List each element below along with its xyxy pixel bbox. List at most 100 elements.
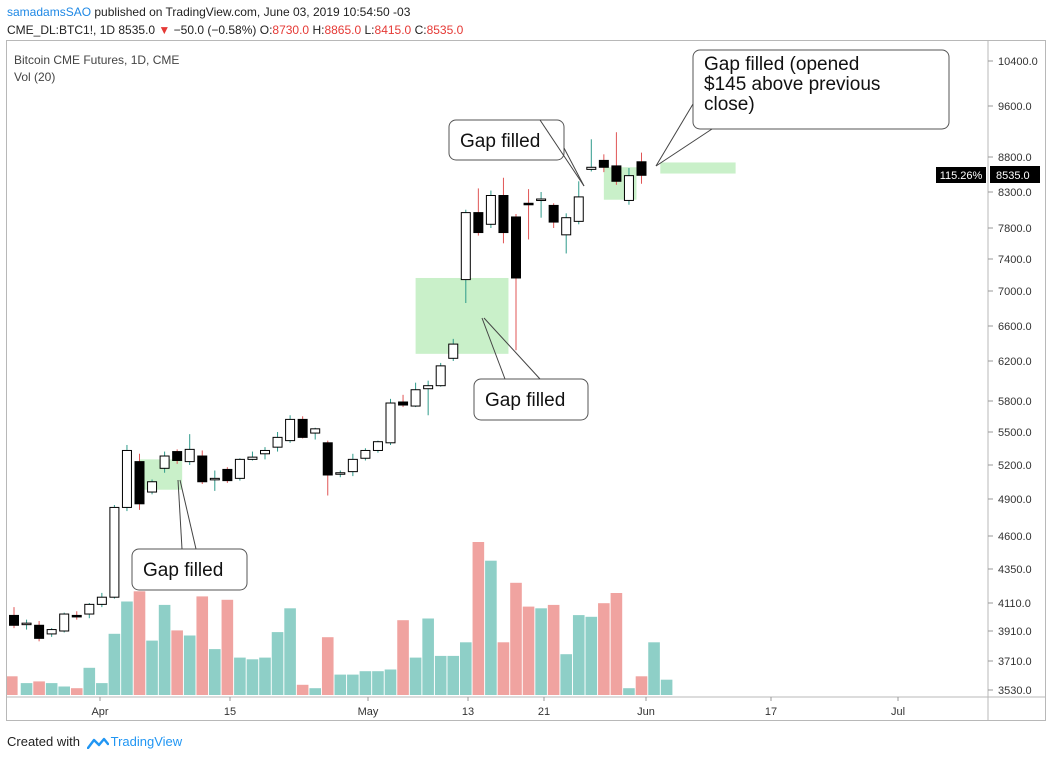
y-tick-label: 8800.0 (998, 152, 1032, 164)
y-tick-label: 5500.0 (998, 427, 1032, 439)
volume-bar (384, 669, 397, 695)
y-tick-label: 9600.0 (998, 101, 1032, 113)
y-tick-label: 3710.0 (998, 656, 1032, 668)
y-tick-label: 10400.0 (998, 56, 1038, 68)
candle-body (71, 614, 82, 618)
high-label: H: (312, 23, 325, 37)
candle-body (385, 402, 396, 444)
callout-box (473, 378, 589, 421)
candle-body (21, 622, 32, 626)
last-price: 8535.0 (118, 23, 156, 37)
close-label: C: (414, 23, 427, 37)
candle-body (197, 455, 208, 483)
footer: Created with TradingView (7, 734, 182, 749)
volume-bar (660, 679, 673, 695)
y-tick-label: 7000.0 (998, 286, 1032, 298)
candle-body (398, 401, 409, 406)
candle-body (598, 159, 609, 168)
author-link[interactable]: samadamsSAO (7, 5, 92, 19)
candle-body (222, 468, 233, 482)
volume-bar (158, 604, 171, 695)
volume-bar (20, 683, 33, 695)
x-tick-label: 15 (224, 706, 236, 718)
volume-bar (334, 674, 347, 695)
volume-bar (560, 654, 572, 695)
percent-tag-label: 115.26% (940, 170, 983, 182)
y-tick-label: 8300.0 (998, 187, 1032, 199)
volume-bar (409, 657, 422, 695)
volume-bar (485, 560, 497, 695)
change-value: −50.0 (−0.58%) (173, 23, 257, 37)
candle-body (172, 451, 183, 461)
callout-text: Gap filled (460, 131, 540, 152)
volume-bar (108, 633, 121, 695)
x-tick-label: 21 (538, 706, 550, 718)
candle-body (460, 212, 471, 281)
candle-body (498, 195, 509, 234)
callout-pointer (483, 317, 541, 380)
volume-bar (321, 637, 334, 695)
percent-tag-bg (936, 167, 986, 183)
volume-bar (522, 606, 535, 695)
tradingview-logo-icon (86, 737, 109, 749)
chart-frame[interactable] (6, 40, 1046, 721)
candle-body (347, 458, 358, 473)
candle-body (448, 343, 459, 359)
callout-text: Gap filled (143, 560, 223, 581)
candle-body (410, 389, 421, 407)
candle-body (260, 449, 270, 455)
volume-bar (246, 659, 259, 695)
volume-bar (45, 683, 58, 695)
volume-bar (83, 667, 96, 695)
callout-text: Gap filled (opened (704, 54, 859, 75)
callout-text: close) (704, 94, 755, 115)
volume-bar (146, 640, 158, 695)
volume-bar (58, 686, 70, 695)
ohlc-line: CME_DL:BTC1!, 1D 8535.0 ▼ −50.0 (−0.58%)… (7, 23, 463, 37)
y-tick-label: 7400.0 (998, 254, 1032, 266)
y-tick-label: 4110.0 (998, 598, 1031, 610)
candle-body (523, 202, 534, 206)
candle-body (586, 166, 597, 170)
volume-bar (296, 684, 309, 695)
volume-bar (447, 655, 460, 695)
candle-body (247, 456, 258, 460)
callout-text: $145 above previous (704, 74, 880, 95)
volume-bar (196, 596, 209, 695)
open-label: O: (259, 23, 273, 37)
candle-body (322, 442, 333, 476)
candle-body (536, 198, 547, 202)
y-tick-label: 5200.0 (998, 460, 1032, 472)
volume-bar (121, 601, 133, 695)
created-with-text: Created with (7, 734, 80, 749)
gap-zones (139, 162, 736, 490)
volume-bar (133, 591, 146, 695)
tradingview-brand[interactable]: TradingView (110, 734, 183, 749)
volume-indicator-label: Vol (20) (14, 70, 55, 84)
high-value: 8865.0 (324, 23, 362, 37)
volume-bar (284, 608, 296, 695)
volume-bar (259, 657, 271, 695)
volume-bar (472, 542, 485, 695)
symbol-label: CME_DL:BTC1!, 1D (7, 23, 116, 37)
x-tick-label: Jul (891, 706, 905, 718)
volume-bars (7, 542, 673, 695)
candle-body (209, 477, 220, 481)
callout-pointer (563, 147, 585, 187)
candles (9, 132, 647, 642)
price-axis: 3530.0 3710.0 3910.0 4110.0 4350.0 4600.0 4900… (988, 56, 1038, 697)
volume-bar (309, 688, 321, 695)
volume-bar (397, 620, 409, 695)
candle-body (34, 624, 45, 639)
volume-bar (535, 608, 547, 695)
callout-box (131, 548, 248, 591)
x-tick-label: Jun (637, 706, 655, 718)
volume-bar (271, 632, 284, 695)
candle-body (372, 441, 383, 451)
gap-zone (660, 162, 736, 174)
x-tick-label: May (358, 706, 379, 718)
callout-pointer (179, 479, 197, 550)
volume-bar (610, 593, 623, 695)
candle-body (109, 506, 120, 598)
